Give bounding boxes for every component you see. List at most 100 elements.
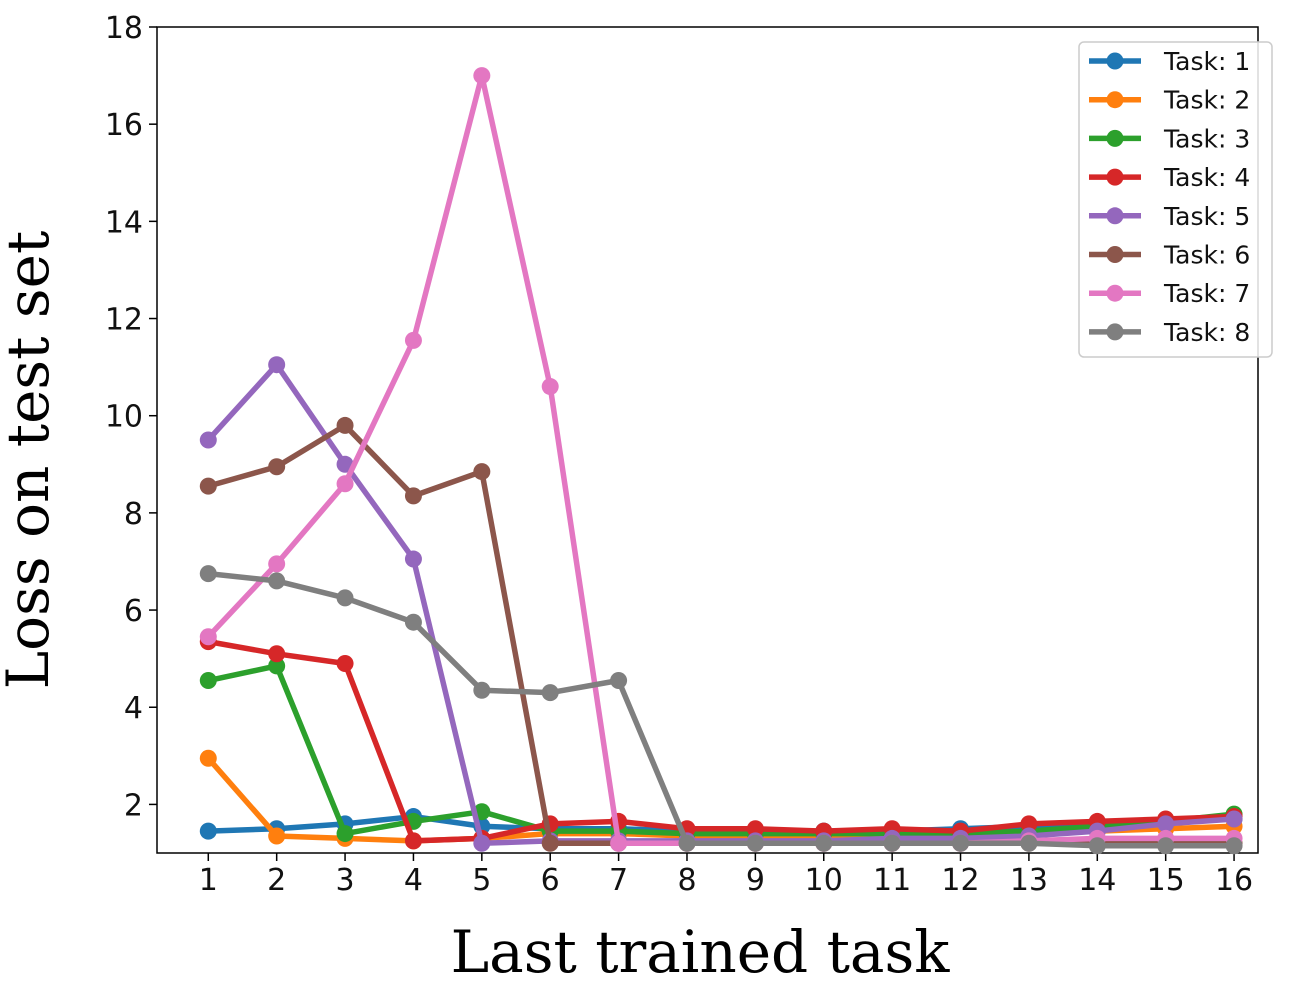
data-point	[199, 822, 217, 840]
legend-swatch-marker	[1106, 129, 1124, 147]
legend-label: Task: 8	[1163, 318, 1250, 347]
series-layer	[199, 67, 1243, 855]
y-tick-label: 2	[124, 788, 143, 823]
y-tick-label: 8	[124, 497, 143, 532]
legend-item: Task: 3	[1089, 124, 1250, 153]
x-tick-label: 14	[1078, 863, 1116, 898]
x-tick-label: 4	[404, 863, 423, 898]
x-tick-label: 15	[1147, 863, 1185, 898]
legend-label: Task: 1	[1163, 47, 1250, 76]
legend-swatch-marker	[1106, 246, 1124, 263]
legend-swatch-marker	[1106, 52, 1124, 70]
data-point	[746, 820, 764, 838]
data-point	[199, 477, 217, 495]
data-point	[1088, 837, 1106, 855]
y-tick-label: 18	[105, 11, 143, 46]
data-point	[473, 834, 491, 852]
data-point	[199, 628, 217, 646]
data-point	[268, 356, 286, 374]
x-tick-label: 3	[336, 863, 355, 898]
data-point	[199, 431, 217, 449]
legend-label: Task: 4	[1163, 163, 1250, 192]
legend-swatch-marker	[1106, 168, 1124, 186]
x-axis-title: Last trained task	[451, 918, 951, 986]
data-point	[404, 832, 422, 850]
data-point	[610, 834, 628, 852]
series-line	[207, 663, 1235, 837]
legend-swatch-marker	[1106, 284, 1124, 302]
data-point	[199, 672, 217, 690]
data-point	[404, 331, 422, 349]
data-point	[883, 834, 901, 852]
data-point	[1157, 837, 1175, 855]
y-tick-label: 4	[124, 691, 143, 726]
data-point	[268, 572, 286, 590]
y-tick-label: 16	[105, 108, 143, 143]
y-axis-title: Loss on test set	[0, 231, 62, 690]
legend-item: Task: 5	[1089, 202, 1250, 231]
y-tick-label: 6	[124, 594, 143, 629]
data-point	[336, 655, 354, 673]
series-task-4	[199, 633, 1243, 850]
x-tick-label: 6	[541, 863, 560, 898]
legend-label: Task: 6	[1163, 241, 1250, 270]
y-tick-label: 14	[105, 205, 143, 240]
series-task-8	[199, 565, 1243, 855]
data-point	[541, 684, 559, 702]
data-point	[746, 834, 764, 852]
y-tick-label: 12	[105, 303, 143, 338]
x-tick-label: 5	[472, 863, 491, 898]
data-point	[1225, 837, 1243, 855]
data-point	[473, 681, 491, 699]
x-tick-label: 16	[1215, 863, 1253, 898]
data-point	[1020, 834, 1038, 852]
data-point	[541, 378, 559, 396]
x-tick-label: 2	[267, 863, 286, 898]
data-point	[268, 555, 286, 573]
data-point	[541, 834, 559, 852]
legend-label: Task: 7	[1163, 279, 1250, 308]
data-point	[404, 613, 422, 631]
legend-item: Task: 7	[1089, 279, 1250, 308]
data-point	[815, 834, 833, 852]
data-point	[268, 827, 286, 845]
data-point	[952, 834, 970, 852]
data-point	[404, 487, 422, 505]
data-point	[678, 834, 696, 852]
data-point	[1020, 815, 1038, 833]
y-tick-label: 10	[105, 400, 143, 435]
data-point	[336, 825, 354, 843]
plot-frame	[156, 26, 1259, 854]
legend-item: Task: 2	[1089, 86, 1250, 115]
x-tick-label: 1	[199, 863, 218, 898]
legend-item: Task: 8	[1089, 318, 1250, 347]
data-point	[268, 645, 286, 663]
legend-item: Task: 4	[1089, 163, 1250, 192]
legend-item: Task: 6	[1089, 241, 1250, 270]
data-point	[404, 550, 422, 568]
x-tick-label: 11	[873, 863, 911, 898]
data-point	[336, 589, 354, 607]
x-tick-label: 12	[941, 863, 979, 898]
series-line	[207, 570, 1235, 849]
data-point	[199, 749, 217, 767]
data-point	[199, 565, 217, 583]
data-point	[336, 416, 354, 434]
legend-label: Task: 3	[1163, 124, 1250, 153]
x-tick-label: 13	[1010, 863, 1048, 898]
legend-item: Task: 1	[1089, 47, 1250, 76]
data-point	[336, 475, 354, 493]
legend-label: Task: 2	[1163, 86, 1250, 115]
legend: Task: 1 Task: 2 Task: 3 Task: 4 Task: 5 Task:…	[1078, 41, 1273, 358]
x-tick-label: 7	[609, 863, 628, 898]
data-point	[473, 463, 491, 481]
data-point	[610, 672, 628, 690]
plot-area	[156, 26, 1259, 854]
data-point	[1157, 815, 1175, 833]
x-tick-label: 10	[805, 863, 843, 898]
data-point	[1225, 810, 1243, 828]
data-point	[473, 67, 491, 85]
legend-swatch-marker	[1106, 207, 1124, 225]
x-axis: 1 2 3 4 5 6 7 8 9 10 11 12 13 14 15 16	[199, 853, 1253, 898]
